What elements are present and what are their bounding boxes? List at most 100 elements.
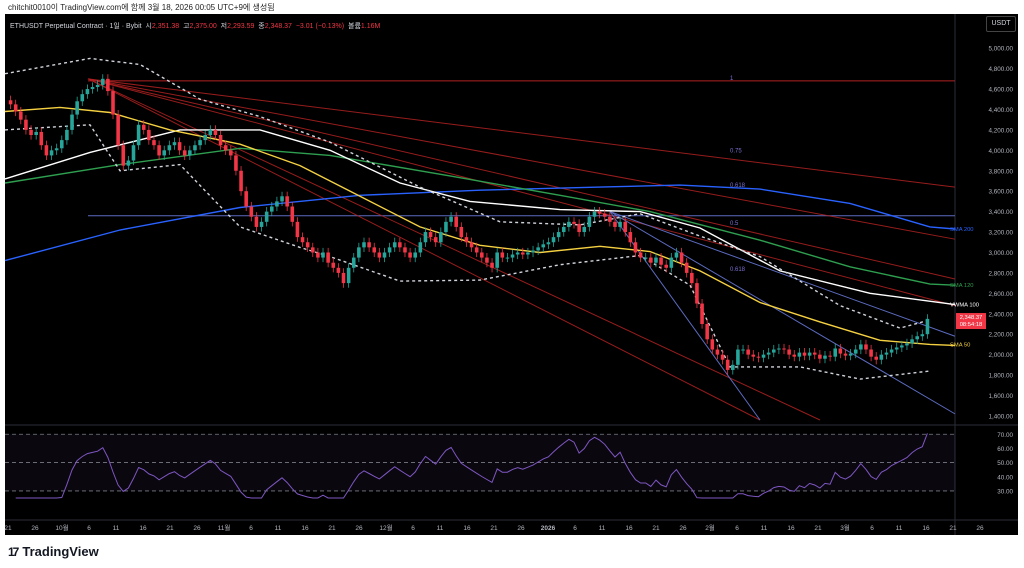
candle-body: [638, 252, 643, 258]
lower-band-line: [4, 124, 931, 380]
candle-body: [326, 252, 330, 263]
candle-body: [710, 339, 715, 350]
candle-body: [812, 352, 817, 355]
candle-body: [351, 257, 356, 268]
candle-body: [551, 237, 556, 243]
candle-body: [894, 347, 899, 350]
symbol-title[interactable]: ETHUSDT Perpetual Contract · 1일 · Bybit: [10, 23, 142, 30]
x-tick-label: 26: [517, 525, 525, 532]
candle-body: [300, 237, 305, 243]
x-tick-label: 21: [490, 525, 498, 532]
candle-body: [75, 101, 79, 115]
candle-body: [464, 237, 469, 243]
candle-body: [264, 211, 269, 222]
fib-fan-line: [87, 78, 956, 307]
candle-body: [188, 150, 192, 156]
candle-body: [843, 353, 848, 356]
fib-level-label: 1: [730, 76, 734, 82]
candle-body: [725, 359, 730, 370]
candle-body: [613, 221, 617, 227]
candle-body: [731, 364, 735, 370]
candle-body: [367, 242, 371, 248]
y-tick-label: 1,600.00: [988, 393, 1013, 400]
indicator-label: VWMA 100: [950, 303, 979, 309]
x-tick-label: 26: [355, 525, 363, 532]
x-tick-label: 21: [328, 525, 336, 532]
candle-body: [520, 252, 525, 255]
candle-body: [628, 232, 633, 243]
candle-body: [623, 221, 628, 233]
y-tick-label: 1,400.00: [988, 413, 1013, 420]
candle-body: [761, 354, 766, 358]
fib-fan-line: [87, 78, 956, 240]
y-tick-label: 1,800.00: [988, 373, 1013, 380]
tradingview-logo-icon: 17: [8, 544, 19, 559]
candle-body: [459, 226, 464, 238]
candle-body: [280, 196, 284, 202]
x-tick-label: 6: [411, 525, 415, 532]
candle-body: [198, 140, 202, 146]
fib-level-label: 0.618: [730, 267, 746, 273]
candle-body: [567, 221, 571, 227]
candle-body: [807, 352, 812, 356]
indicator-label: SMA 50: [950, 342, 970, 348]
candle-body: [167, 145, 172, 151]
candle-body: [362, 242, 366, 248]
candle-body: [859, 344, 863, 350]
candle-body: [905, 343, 909, 346]
symbol-header: ETHUSDT Perpetual Contract · 1일 · Bybit …: [10, 21, 380, 31]
candle-body: [54, 148, 59, 151]
candle-body: [413, 252, 418, 258]
candle-body: [500, 252, 505, 258]
x-tick-label: 26: [976, 525, 984, 532]
close-label: 종: [258, 23, 265, 30]
candle-body: [182, 150, 187, 156]
indicator-label: SMA 120: [950, 283, 974, 289]
y-tick-label: 3,800.00: [988, 168, 1013, 175]
candle-body: [736, 349, 740, 365]
y-tick-label: 2,200.00: [988, 332, 1013, 339]
candle-body: [900, 345, 904, 348]
candle-body: [874, 356, 879, 360]
candle-body: [24, 119, 28, 130]
candle-body: [766, 352, 771, 355]
candle-body: [70, 114, 74, 130]
candle-body: [782, 348, 786, 350]
sma200-line: [4, 184, 956, 262]
candle-body: [229, 150, 233, 156]
candle-body: [295, 221, 300, 238]
x-tick-label: 6: [735, 525, 739, 532]
candle-body: [541, 244, 546, 248]
channel-lower-line: [609, 211, 956, 415]
channel-steep-line: [609, 211, 761, 421]
x-tick-label: 16: [463, 525, 471, 532]
candle-body: [341, 272, 346, 284]
currency-button[interactable]: USDT: [986, 16, 1016, 32]
x-tick-label: 2월: [705, 523, 715, 532]
y-tick-label: 3,600.00: [988, 189, 1013, 196]
high-value: 2,375.00: [189, 23, 217, 30]
x-tick-label: 11: [896, 525, 903, 532]
x-tick-label: 26: [193, 525, 201, 532]
candle-body: [439, 232, 443, 243]
candle-body: [848, 353, 853, 356]
candle-body: [741, 349, 745, 351]
candle-body: [684, 262, 689, 273]
upper-band-line: [4, 57, 931, 329]
candle-body: [884, 352, 889, 355]
candle-body: [172, 142, 177, 146]
fib-level-label: 0.75: [730, 148, 742, 154]
candle-body: [418, 242, 423, 253]
x-tick-label: 26: [31, 525, 39, 532]
candle-body: [469, 242, 474, 248]
candle-body: [582, 226, 587, 233]
candle-body: [597, 211, 602, 214]
candle-body: [444, 221, 448, 233]
candle-body: [336, 267, 341, 273]
tradingview-brand: 17 TradingView: [8, 544, 99, 559]
rsi-tick-label: 50.00: [997, 460, 1013, 467]
rsi-tick-label: 40.00: [997, 474, 1013, 481]
rsi-line: [15, 433, 928, 499]
candle-body: [106, 78, 110, 92]
